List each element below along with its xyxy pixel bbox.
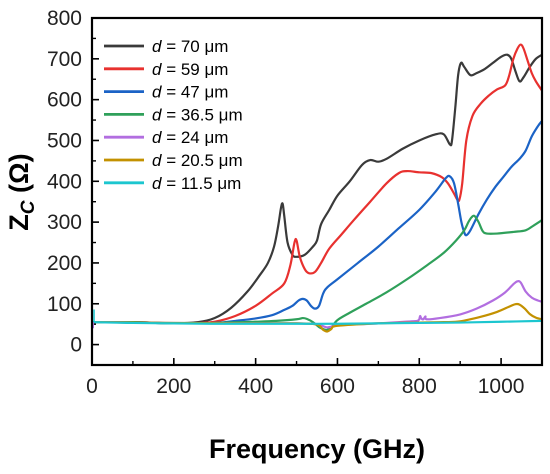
legend-variable: d	[152, 174, 162, 193]
legend-label: d = 24 μm	[152, 128, 228, 147]
y-tick-label: 100	[47, 293, 82, 316]
legend-value: = 24 μm	[161, 128, 228, 147]
y-axis-title-unit: (Ω)	[4, 153, 34, 200]
legend-variable: d	[152, 83, 162, 102]
series-line	[92, 43, 542, 325]
legend-label: d = 20.5 μm	[152, 151, 243, 170]
legend-value: = 36.5 μm	[161, 105, 242, 124]
series-line	[92, 214, 542, 332]
legend-value: = 59 μm	[161, 60, 228, 79]
legend-item: d = 36.5 μm	[104, 105, 243, 124]
legend-variable: d	[152, 37, 162, 56]
legend-item: d = 47 μm	[104, 83, 228, 102]
x-tick-label: 200	[156, 375, 191, 398]
series-line	[92, 319, 542, 325]
legend-value: = 20.5 μm	[161, 151, 242, 170]
series-line	[92, 53, 542, 325]
x-axis-title: Frequency (GHz)	[209, 434, 425, 464]
y-tick-label: 700	[47, 48, 82, 71]
legend-variable: d	[152, 151, 162, 170]
y-axis-title-sub: C	[18, 200, 39, 214]
legend-label: d = 36.5 μm	[152, 105, 243, 124]
legend-variable: d	[152, 105, 162, 124]
legend-label: d = 47 μm	[152, 83, 228, 102]
x-tick-label: 600	[320, 375, 355, 398]
series-line	[92, 120, 542, 325]
y-tick-label: 800	[47, 7, 82, 30]
x-tick-label: 400	[238, 375, 273, 398]
legend-item: d = 11.5 μm	[104, 174, 241, 193]
legend: d = 70 μmd = 59 μmd = 47 μmd = 36.5 μmd …	[104, 37, 243, 193]
y-tick-label: 400	[47, 170, 82, 193]
x-tick-label: 1000	[478, 375, 525, 398]
legend-label: d = 70 μm	[152, 37, 228, 56]
legend-label: d = 59 μm	[152, 60, 228, 79]
legend-value: = 11.5 μm	[161, 174, 241, 193]
legend-item: d = 59 μm	[104, 60, 228, 79]
y-tick-label: 300	[47, 211, 82, 234]
y-axis-title-main: Z	[4, 214, 34, 231]
legend-label: d = 11.5 μm	[152, 174, 241, 193]
y-axis-title: ZC (Ω)	[4, 153, 39, 230]
tick-labels: 0 200 400 600 800 1000 0 100 200 300 400 500 600 700 8…	[47, 7, 524, 398]
legend-item: d = 70 μm	[104, 37, 228, 56]
legend-value: = 47 μm	[161, 83, 228, 102]
legend-variable: d	[152, 60, 162, 79]
axis-ticks	[91, 17, 502, 365]
plot-frame	[90, 16, 544, 367]
legend-item: d = 20.5 μm	[104, 151, 243, 170]
x-tick-label: 800	[402, 375, 437, 398]
y-tick-label: 200	[47, 252, 82, 275]
y-tick-label: 600	[47, 89, 82, 112]
y-tick-label: 500	[47, 129, 82, 152]
legend-value: = 70 μm	[161, 37, 228, 56]
legend-item: d = 24 μm	[104, 128, 228, 147]
legend-variable: d	[152, 128, 162, 147]
x-tick-label: 0	[86, 375, 98, 398]
series-lines	[92, 43, 542, 333]
series-line	[92, 280, 542, 329]
y-tick-label: 0	[70, 334, 82, 357]
